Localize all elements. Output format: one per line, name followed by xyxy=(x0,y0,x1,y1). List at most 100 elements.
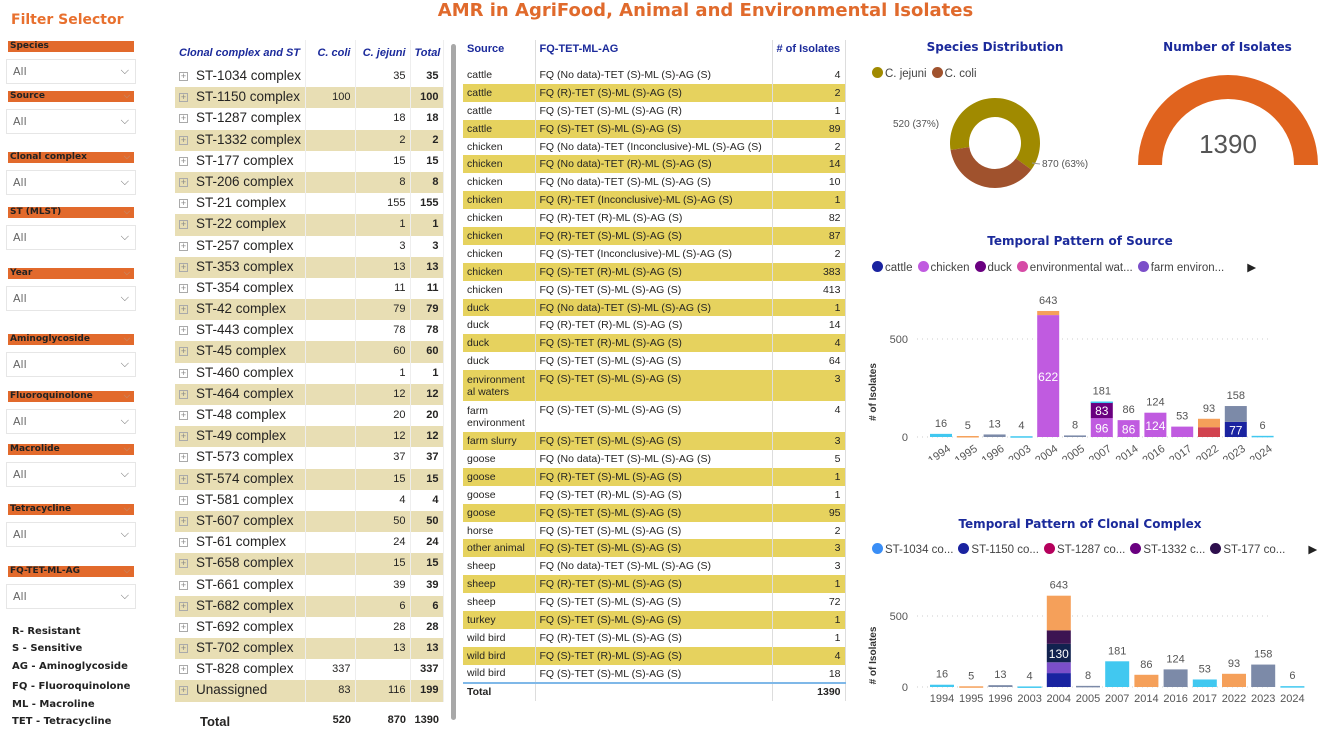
table-row[interactable]: + ST-464 complex 12 12 xyxy=(175,383,444,405)
bar-segment[interactable] xyxy=(1010,436,1033,438)
legend-item[interactable]: ST-1287 co... xyxy=(1043,543,1125,556)
table-row[interactable]: chicken FQ (S)-TET (S)-ML (S)-AG (S) 413 xyxy=(463,280,846,299)
table-row[interactable]: + ST-661 complex 39 39 xyxy=(175,574,444,596)
column-header[interactable]: FQ-TET-ML-AG xyxy=(535,40,773,66)
table-row[interactable]: cattle FQ (S)-TET (S)-ML (S)-AG (S) 89 xyxy=(463,119,846,138)
table-row[interactable]: + ST-1287 complex 18 18 xyxy=(175,108,444,130)
expand-icon[interactable]: + xyxy=(179,579,188,590)
filter-dropdown[interactable]: All ⌵ xyxy=(6,225,136,250)
expand-icon[interactable]: + xyxy=(179,664,188,675)
legend-item[interactable]: C. coli xyxy=(931,67,977,80)
bar-segment[interactable] xyxy=(1046,673,1071,687)
bar-segment[interactable] xyxy=(1224,421,1247,437)
bar-segment[interactable] xyxy=(1134,674,1159,687)
bar-segment[interactable] xyxy=(1037,310,1060,316)
legend-item[interactable]: ST-177 co... xyxy=(1210,543,1285,556)
table-row[interactable]: + ST-42 complex 79 79 xyxy=(175,299,444,321)
expand-icon[interactable]: + xyxy=(179,176,188,187)
table-row[interactable]: chicken FQ (S)-TET (Inconclusive)-ML (S)-… xyxy=(463,244,846,263)
table-row[interactable]: goose FQ (R)-TET (S)-ML (S)-AG (S) 1 xyxy=(463,467,846,486)
bar-segment[interactable] xyxy=(956,436,979,438)
bar-segment[interactable] xyxy=(1076,685,1100,688)
table-row[interactable]: duck FQ (S)-TET (S)-ML (S)-AG (S) 64 xyxy=(463,352,846,371)
table-row[interactable]: + ST-353 complex 13 13 xyxy=(175,256,444,278)
filter-dropdown[interactable]: All ⌵ xyxy=(6,352,136,377)
table-row[interactable]: + ST-22 complex 1 1 xyxy=(175,214,444,236)
bar-segment[interactable] xyxy=(1171,426,1194,437)
bar-segment[interactable] xyxy=(1222,673,1246,687)
expand-icon[interactable]: + xyxy=(179,325,188,336)
bar-segment[interactable] xyxy=(1046,662,1071,674)
column-header[interactable]: Source xyxy=(463,40,536,66)
table-row[interactable]: sheep FQ (S)-TET (S)-ML (S)-AG (S) 72 xyxy=(463,593,846,612)
legend-item[interactable]: duck xyxy=(974,261,1012,274)
table-row[interactable]: duck FQ (R)-TET (R)-ML (S)-AG (S) 14 xyxy=(463,316,846,335)
table-row[interactable]: wild bird FQ (S)-TET (R)-ML (S)-AG (S) 4 xyxy=(463,646,846,665)
expand-icon[interactable]: + xyxy=(179,71,188,81)
table-row[interactable]: + ST-702 complex 13 13 xyxy=(175,638,444,660)
table-row[interactable]: + ST-354 complex 11 11 xyxy=(175,277,444,300)
legend-item[interactable]: ST-1150 co... xyxy=(958,543,1039,556)
legend-item[interactable]: cattle xyxy=(872,261,913,274)
filter-dropdown[interactable]: All ⌵ xyxy=(6,522,136,547)
column-header[interactable]: Clonal complex and ST xyxy=(175,40,306,66)
bar-segment[interactable] xyxy=(1224,406,1247,422)
table-row[interactable]: wild bird FQ (R)-TET (S)-ML (S)-AG (S) 1 xyxy=(463,628,846,647)
bar-segment[interactable] xyxy=(1090,401,1113,404)
table-row[interactable]: chicken FQ (R)-TET (S)-ML (S)-AG (S) 87 xyxy=(463,227,846,245)
expand-icon[interactable]: + xyxy=(179,219,188,230)
filter-dropdown[interactable]: All ⌵ xyxy=(6,584,136,609)
bar-segment[interactable] xyxy=(1198,418,1220,428)
bar-segment[interactable] xyxy=(1046,630,1071,644)
column-header[interactable]: Total xyxy=(410,40,444,66)
expand-icon[interactable]: + xyxy=(179,558,188,569)
column-header[interactable]: # of Isolates xyxy=(772,40,846,66)
table-row[interactable]: cattle FQ (R)-TET (S)-ML (S)-AG (S) 2 xyxy=(463,83,846,102)
table-row[interactable]: + ST-1034 complex 35 35 xyxy=(175,66,444,88)
bar-segment[interactable] xyxy=(1198,427,1220,437)
table-row[interactable]: environmental waters FQ (S)-TET (S)-ML (S… xyxy=(463,370,846,402)
table-row[interactable]: other animal FQ (S)-TET (S)-ML (S)-AG (S)… xyxy=(463,539,846,558)
expand-icon[interactable]: + xyxy=(179,304,188,315)
expand-icon[interactable]: + xyxy=(179,155,188,166)
table-row[interactable]: duck FQ (S)-TET (R)-ML (S)-AG (S) 4 xyxy=(463,334,846,353)
filter-dropdown[interactable]: All ⌵ xyxy=(6,462,136,487)
table-row[interactable]: + ST-692 complex 28 28 xyxy=(175,616,444,639)
expand-icon[interactable]: + xyxy=(179,113,188,124)
column-header[interactable]: C. jejuni xyxy=(355,40,411,66)
expand-icon[interactable]: + xyxy=(179,346,188,357)
table-row[interactable]: goose FQ (No data)-TET (S)-ML (S)-AG (S) 5 xyxy=(463,450,846,468)
bar-segment[interactable] xyxy=(1105,661,1130,687)
expand-icon[interactable]: + xyxy=(179,134,188,145)
filter-dropdown[interactable]: All ⌵ xyxy=(6,286,136,311)
bar-segment[interactable] xyxy=(1046,595,1071,631)
table-row[interactable]: + ST-61 complex 24 24 xyxy=(175,532,444,554)
table-row[interactable]: + ST-257 complex 3 3 xyxy=(175,235,444,257)
table-row[interactable]: + ST-21 complex 155 155 xyxy=(175,193,444,215)
bar-segment[interactable] xyxy=(959,686,984,688)
bar-segment[interactable] xyxy=(983,434,1006,437)
bar-segment[interactable] xyxy=(930,684,954,687)
table-row[interactable]: chicken FQ (No data)-TET (Inconclusive)-M… xyxy=(463,137,846,156)
expand-icon[interactable]: + xyxy=(179,410,188,420)
legend-item[interactable]: ST-1332 c... xyxy=(1130,543,1205,556)
legend-item[interactable]: ST-1034 co... xyxy=(872,543,953,556)
table-row[interactable]: goose FQ (S)-TET (S)-ML (S)-AG (S) 95 xyxy=(463,503,846,522)
bar-segment[interactable] xyxy=(1280,686,1305,688)
expand-icon[interactable]: + xyxy=(179,621,188,632)
bar-segment[interactable] xyxy=(1251,435,1274,438)
table-row[interactable]: + Unassigned 83 116 199 xyxy=(175,680,444,702)
table-row[interactable]: + ST-49 complex 12 12 xyxy=(175,426,444,448)
bar-segment[interactable] xyxy=(1144,412,1167,437)
expand-icon[interactable]: + xyxy=(179,240,188,251)
table-row[interactable]: wild bird FQ (S)-TET (S)-ML (S)-AG (S) 18 xyxy=(463,664,846,683)
expand-icon[interactable]: + xyxy=(179,198,188,209)
bar-segment[interactable] xyxy=(1046,643,1071,663)
bar-segment[interactable] xyxy=(1037,315,1060,437)
table-row[interactable]: chicken FQ (No data)-TET (S)-ML (S)-AG (S… xyxy=(463,173,846,192)
expand-icon[interactable]: + xyxy=(179,643,188,654)
expand-icon[interactable]: + xyxy=(179,452,188,463)
expand-icon[interactable]: + xyxy=(179,600,188,611)
legend-next-arrow-icon[interactable]: ▶ xyxy=(1247,262,1257,274)
table-row[interactable]: cattle FQ (S)-TET (S)-ML (S)-AG (R) 1 xyxy=(463,101,846,120)
